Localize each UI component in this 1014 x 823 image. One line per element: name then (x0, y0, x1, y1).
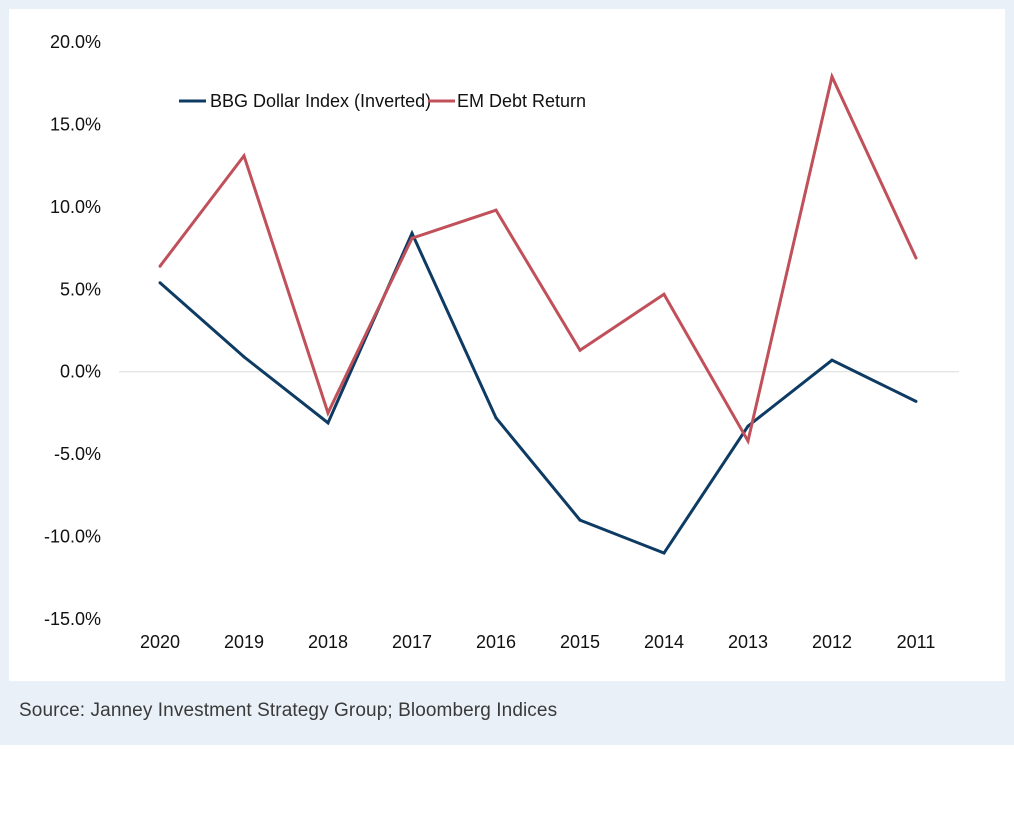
data-point (662, 292, 666, 296)
series-line-1 (158, 72, 918, 446)
y-tick-label: 20.0% (50, 32, 101, 52)
data-point (410, 231, 414, 235)
x-tick-label: 2013 (728, 632, 768, 652)
data-point (158, 281, 162, 285)
data-point (242, 355, 246, 359)
data-point (914, 399, 918, 403)
data-point (326, 421, 330, 425)
data-point (830, 358, 834, 362)
data-point (410, 236, 414, 240)
x-tick-label: 2014 (644, 632, 684, 652)
x-tick-label: 2016 (476, 632, 516, 652)
data-point (578, 348, 582, 352)
y-tick-label: 0.0% (60, 362, 101, 382)
series-line-0 (159, 229, 917, 555)
data-point (830, 75, 834, 79)
y-tick-label: -5.0% (54, 444, 101, 464)
data-point (578, 518, 582, 522)
x-tick-label: 2015 (560, 632, 600, 652)
x-tick-label: 2017 (392, 632, 432, 652)
data-point (326, 411, 330, 415)
data-point (494, 208, 498, 212)
y-tick-label: 10.0% (50, 197, 101, 217)
x-tick-label: 2018 (308, 632, 348, 652)
figure-frame: 20.0% 15.0% 10.0% 5.0% 0.0% -5.0% -10.0% -15.0%… (0, 0, 1014, 745)
x-tick-label: 2019 (224, 632, 264, 652)
x-tick-label: 2011 (897, 632, 936, 652)
y-tick-label: -15.0% (44, 609, 101, 629)
data-point (662, 551, 666, 555)
data-point (746, 439, 750, 443)
y-tick-label: 15.0% (50, 114, 101, 134)
chart-panel: 20.0% 15.0% 10.0% 5.0% 0.0% -5.0% -10.0% -15.0%… (9, 9, 1005, 681)
data-point (914, 256, 918, 260)
x-tick-label: 2020 (140, 632, 180, 652)
data-point (242, 154, 246, 158)
y-tick-label: 5.0% (60, 279, 101, 299)
data-point (158, 264, 162, 268)
data-point (746, 424, 750, 428)
data-point (494, 416, 498, 420)
legend-label: EM Debt Return (457, 91, 586, 111)
y-tick-label: -10.0% (44, 527, 101, 547)
x-tick-label: 2012 (812, 632, 852, 652)
source-note: Source: Janney Investment Strategy Group… (19, 700, 558, 721)
line-chart: 20.0% 15.0% 10.0% 5.0% 0.0% -5.0% -10.0% -15.0%… (44, 32, 959, 652)
legend-label: BBG Dollar Index (Inverted) (210, 91, 431, 111)
